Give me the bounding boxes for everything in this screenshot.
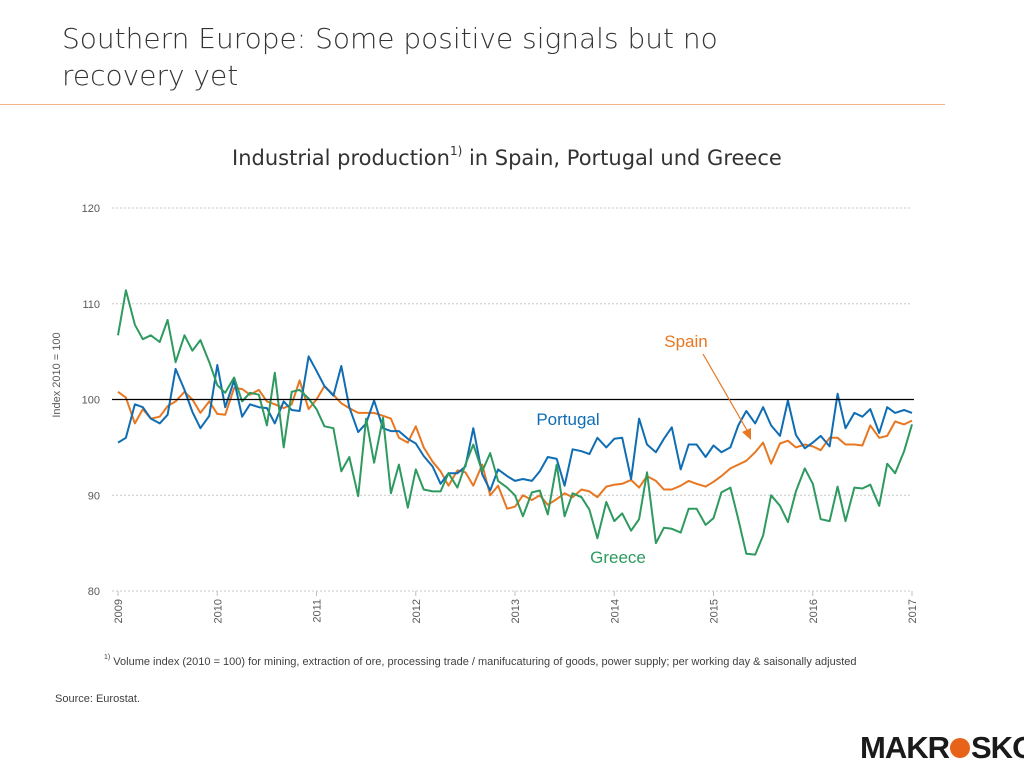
series-line-greece xyxy=(117,289,913,556)
series-label-portugal: Portugal xyxy=(536,410,599,429)
y-axis-label: Index 2010 = 100 xyxy=(51,332,63,417)
series-label-greece: Greece xyxy=(590,548,646,567)
footnote-text: Volume index (2010 = 100) for mining, ex… xyxy=(110,656,857,668)
title-divider xyxy=(0,104,945,105)
chart-title-suffix: in Spain, Portugal und Greece xyxy=(462,146,782,170)
x-tick-label-2015: 2015 xyxy=(709,599,721,623)
x-tick-label-2013: 2013 xyxy=(510,599,522,623)
slide-title: Southern Europe: Some positive signals b… xyxy=(62,22,718,92)
brand-logo: MAKR SKOP xyxy=(860,730,1024,766)
x-tick-label-2010: 2010 xyxy=(212,599,224,623)
logo-text-left: MAKR xyxy=(860,730,950,765)
y-tick-label-100: 100 xyxy=(82,395,100,407)
x-tick-label-2009: 2009 xyxy=(113,599,125,623)
chart-title-main: Industrial production xyxy=(232,146,450,170)
spain-arrow-head xyxy=(742,428,751,440)
source-note: Source: Eurostat. xyxy=(55,693,140,705)
logo-text-right: SKOP xyxy=(971,730,1024,765)
logo-o-icon xyxy=(950,738,970,758)
x-tick-label-2012: 2012 xyxy=(411,599,423,623)
series-line-spain xyxy=(117,379,913,510)
x-tick-label-2014: 2014 xyxy=(609,599,621,623)
y-tick-label-90: 90 xyxy=(88,490,100,502)
chart-title-footnote-marker: 1) xyxy=(449,144,463,158)
chart-title: Industrial production1) in Spain, Portug… xyxy=(232,144,782,170)
spain-arrow-line xyxy=(702,353,749,433)
x-tick-label-2017: 2017 xyxy=(907,599,919,623)
y-tick-label-110: 110 xyxy=(82,299,100,311)
footnote: 1) Volume index (2010 = 100) for mining,… xyxy=(104,654,857,668)
x-tick-label-2011: 2011 xyxy=(312,599,324,623)
footnote-marker: 1) xyxy=(104,654,111,661)
series-line-portugal xyxy=(117,355,913,492)
y-tick-label-80: 80 xyxy=(88,586,100,598)
series-label-spain: Spain xyxy=(664,332,707,351)
y-tick-label-120: 120 xyxy=(82,203,100,215)
x-tick-label-2016: 2016 xyxy=(808,599,820,623)
